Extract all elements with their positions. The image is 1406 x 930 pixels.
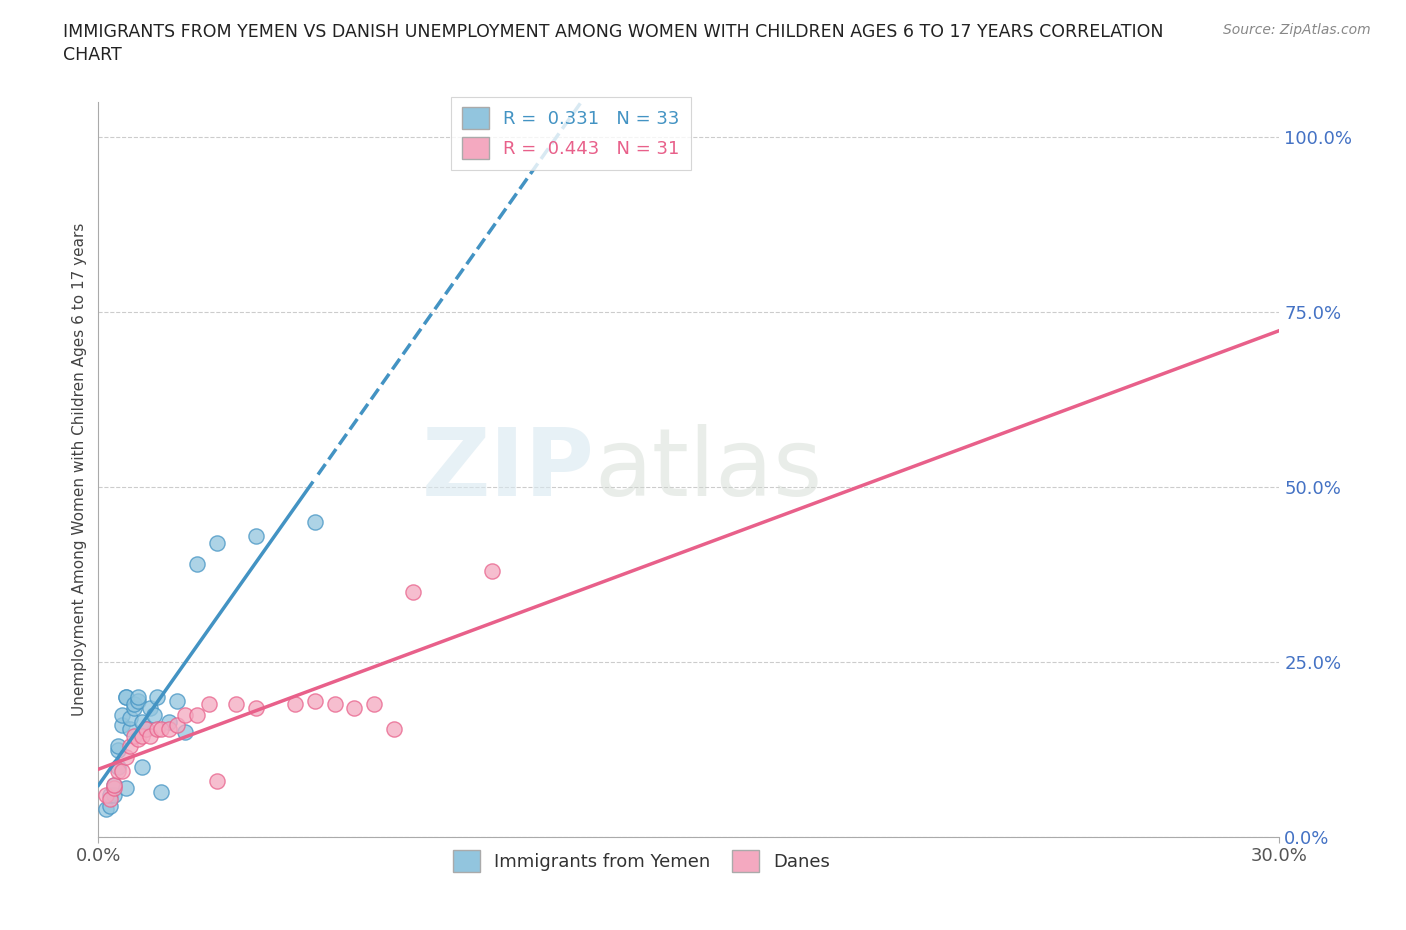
Point <box>245 528 267 543</box>
Point <box>135 721 157 736</box>
Point <box>103 788 125 803</box>
Point <box>98 798 121 813</box>
Point <box>284 697 307 711</box>
Point <box>304 693 326 708</box>
Point <box>146 690 169 705</box>
Point <box>122 700 145 715</box>
Point <box>186 707 208 722</box>
Point <box>205 536 228 551</box>
Point <box>111 764 134 778</box>
Point <box>186 557 208 572</box>
Point <box>481 564 503 578</box>
Point <box>402 585 425 600</box>
Point <box>382 721 405 736</box>
Point <box>98 788 121 803</box>
Legend: Immigrants from Yemen, Danes: Immigrants from Yemen, Danes <box>446 843 838 880</box>
Point <box>157 714 180 729</box>
Point <box>96 802 118 817</box>
Point <box>127 693 149 708</box>
Point <box>111 718 134 733</box>
Point <box>115 749 138 764</box>
Point <box>323 697 346 711</box>
Point <box>197 697 219 711</box>
Y-axis label: Unemployment Among Women with Children Ages 6 to 17 years: Unemployment Among Women with Children A… <box>72 223 87 716</box>
Point <box>304 514 326 529</box>
Point <box>131 714 153 729</box>
Text: Source: ZipAtlas.com: Source: ZipAtlas.com <box>1223 23 1371 37</box>
Point <box>122 728 145 743</box>
Point <box>118 721 141 736</box>
Point <box>245 700 267 715</box>
Text: CHART: CHART <box>63 46 122 64</box>
Point <box>103 777 125 792</box>
Point <box>166 693 188 708</box>
Point <box>135 721 157 736</box>
Point <box>174 707 197 722</box>
Point <box>131 760 153 775</box>
Point <box>157 721 180 736</box>
Point <box>138 728 160 743</box>
Text: IMMIGRANTS FROM YEMEN VS DANISH UNEMPLOYMENT AMONG WOMEN WITH CHILDREN AGES 6 TO: IMMIGRANTS FROM YEMEN VS DANISH UNEMPLOY… <box>63 23 1164 41</box>
Point <box>115 780 138 795</box>
Point <box>115 690 138 705</box>
Point <box>118 711 141 725</box>
Point <box>103 777 125 792</box>
Point <box>131 728 153 743</box>
Point <box>107 760 129 775</box>
Point <box>174 724 197 739</box>
Text: atlas: atlas <box>595 424 823 515</box>
Text: ZIP: ZIP <box>422 424 595 515</box>
Point <box>127 690 149 705</box>
Point <box>166 718 188 733</box>
Point <box>107 738 129 753</box>
Point <box>225 697 247 711</box>
Point <box>98 791 121 806</box>
Point <box>205 774 228 789</box>
Point <box>343 700 366 715</box>
Point <box>138 700 160 715</box>
Point <box>363 697 385 711</box>
Point <box>150 721 173 736</box>
Point <box>111 707 134 722</box>
Point <box>115 690 138 705</box>
Point <box>103 780 125 795</box>
Point <box>96 788 118 803</box>
Point <box>127 732 149 747</box>
Point <box>146 721 169 736</box>
Point <box>150 784 173 799</box>
Point <box>142 707 165 722</box>
Point <box>107 764 129 778</box>
Point <box>122 697 145 711</box>
Point <box>118 738 141 753</box>
Point <box>107 742 129 757</box>
